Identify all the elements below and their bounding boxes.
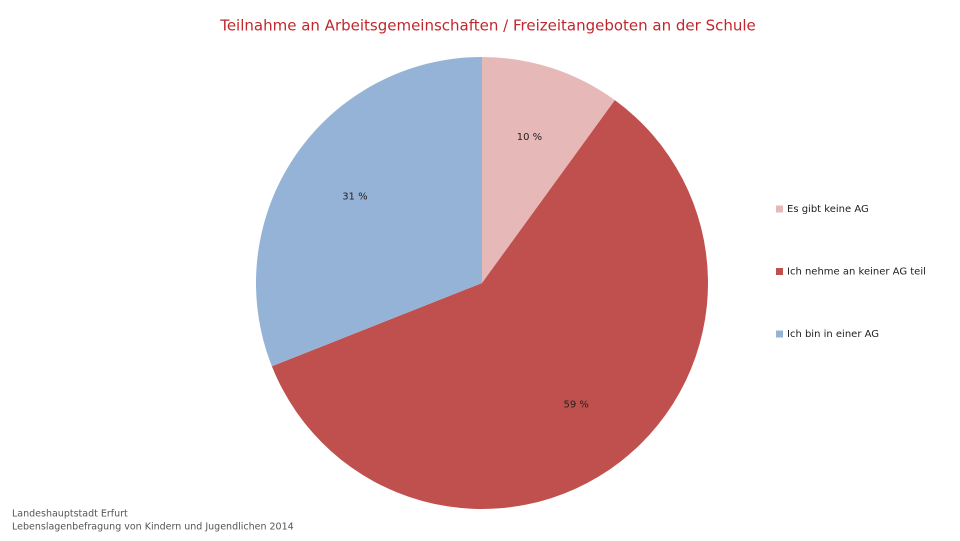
legend-swatch <box>776 330 783 338</box>
legend-label: Ich nehme an keiner AG teil <box>787 267 926 278</box>
legend-swatch <box>776 205 783 213</box>
data-label: 59 % <box>563 399 588 410</box>
data-label: 31 % <box>342 192 367 203</box>
pie-slice <box>482 57 615 283</box>
legend-label: Ich bin in einer AG <box>787 329 879 340</box>
chart-title: Teilnahme an Arbeitsgemeinschaften / Fre… <box>219 17 756 35</box>
source-note: Landeshauptstadt Erfurt <box>12 509 128 520</box>
data-label: 10 % <box>517 132 542 143</box>
pie-slice <box>271 100 709 510</box>
pie-slice <box>256 57 482 367</box>
legend-label: Es gibt keine AG <box>787 204 869 215</box>
legend-swatch <box>776 268 783 275</box>
source-note: Lebenslagenbefragung von Kindern und Jug… <box>12 522 294 533</box>
